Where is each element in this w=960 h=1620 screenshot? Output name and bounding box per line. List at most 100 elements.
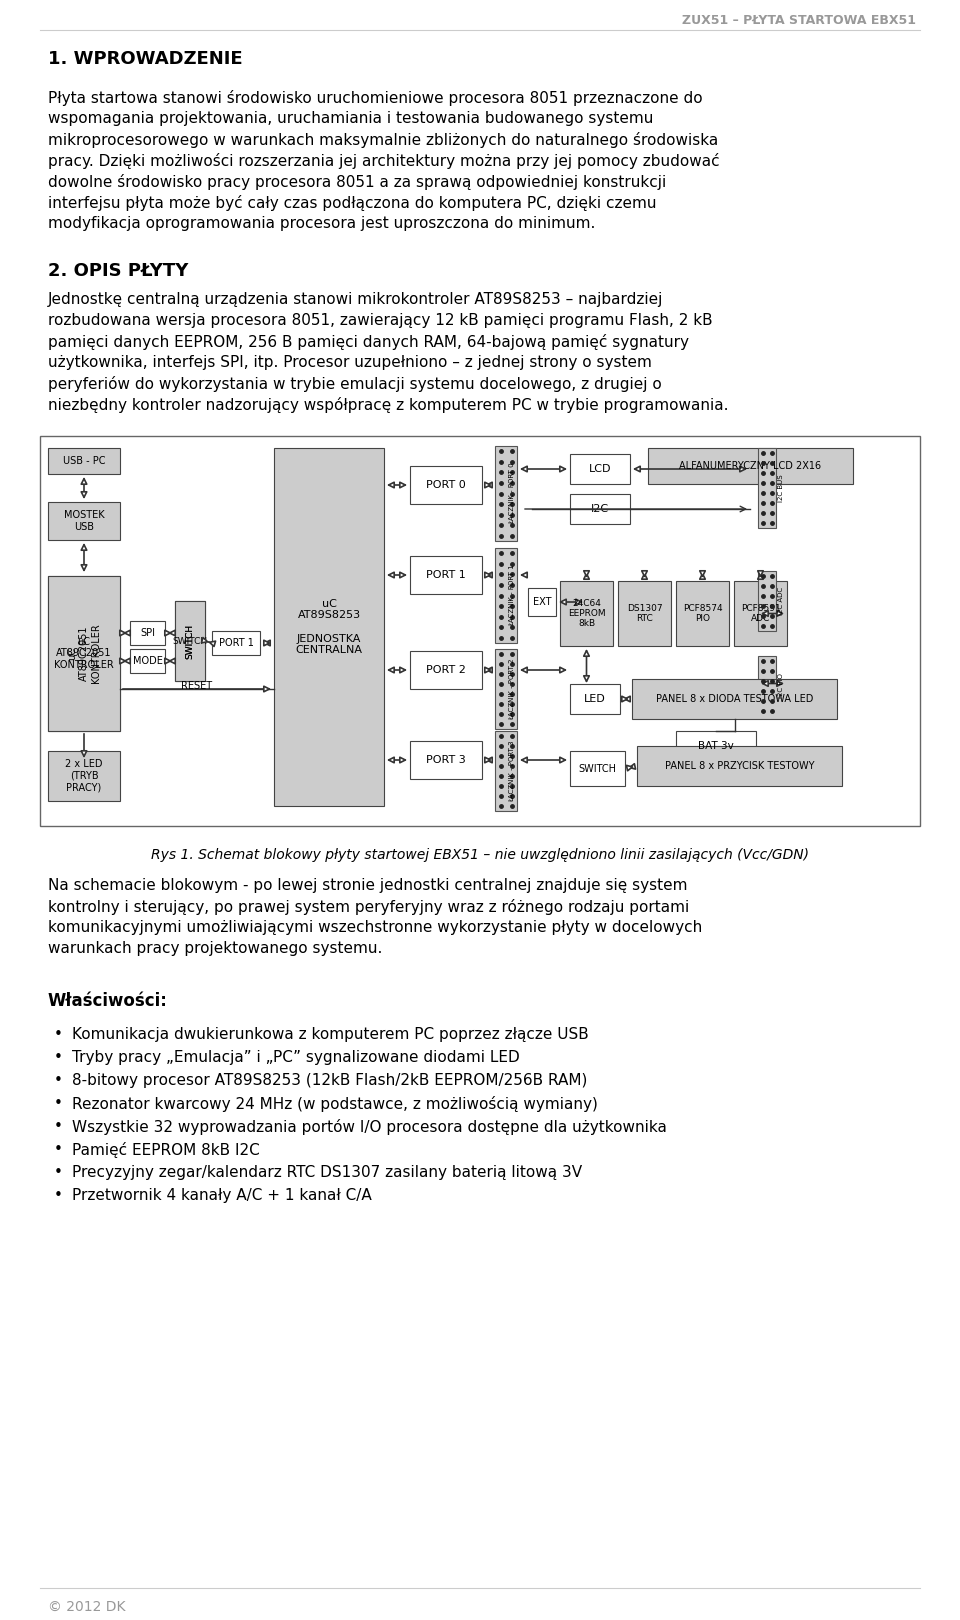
Bar bbox=[570, 494, 630, 523]
Text: warunkach pracy projektowanego systemu.: warunkach pracy projektowanego systemu. bbox=[48, 941, 382, 956]
Bar bbox=[637, 745, 842, 786]
Text: Tryby pracy „Emulacja” i „PC” sygnalizowane diodami LED: Tryby pracy „Emulacja” i „PC” sygnalizow… bbox=[72, 1050, 519, 1064]
Text: ZUX51 – PŁYTA STARTOWA EBX51: ZUX51 – PŁYTA STARTOWA EBX51 bbox=[682, 15, 916, 28]
Text: LED: LED bbox=[584, 693, 606, 705]
Text: PORT 1: PORT 1 bbox=[219, 638, 253, 648]
Text: wspomagania projektowania, uruchamiania i testowania budowanego systemu: wspomagania projektowania, uruchamiania … bbox=[48, 112, 654, 126]
Text: Komunikacja dwukierunkowa z komputerem PC poprzez złącze USB: Komunikacja dwukierunkowa z komputerem P… bbox=[72, 1027, 588, 1042]
Text: modyfikacja oprogramowania procesora jest uproszczona do minimum.: modyfikacja oprogramowania procesora jes… bbox=[48, 215, 595, 232]
Text: uC
AT89S8253

JEDNOSTKA
CENTRALNA: uC AT89S8253 JEDNOSTKA CENTRALNA bbox=[296, 599, 363, 654]
Text: uC
AT89C2051
KONTROLER: uC AT89C2051 KONTROLER bbox=[67, 624, 101, 684]
Text: użytkownika, interfejs SPI, itp. Procesor uzupełniono – z jednej strony o system: użytkownika, interfejs SPI, itp. Proceso… bbox=[48, 355, 652, 369]
Text: ŁACZNIK - PORT 2: ŁACZNIK - PORT 2 bbox=[509, 658, 515, 719]
Text: •: • bbox=[54, 1142, 62, 1157]
Text: I2C: I2C bbox=[591, 504, 609, 514]
Text: Przetwornik 4 kanały A/C + 1 kanał C/A: Przetwornik 4 kanały A/C + 1 kanał C/A bbox=[72, 1187, 372, 1204]
Bar bbox=[495, 446, 517, 541]
Text: •: • bbox=[54, 1097, 62, 1111]
Text: •: • bbox=[54, 1165, 62, 1179]
Bar bbox=[570, 752, 625, 786]
Text: Rezonator kwarcowy 24 MHz (w podstawce, z możliwością wymiany): Rezonator kwarcowy 24 MHz (w podstawce, … bbox=[72, 1097, 598, 1111]
Text: PCF8591
ADC: PCF8591 ADC bbox=[740, 604, 780, 624]
Bar bbox=[48, 752, 120, 800]
Text: EXT: EXT bbox=[533, 598, 551, 608]
Bar bbox=[676, 731, 756, 761]
Bar bbox=[648, 449, 853, 484]
Text: LCD: LCD bbox=[588, 463, 612, 475]
Text: Pamięć EEPROM 8kB I2C: Pamięć EEPROM 8kB I2C bbox=[72, 1142, 260, 1158]
Text: 2 x LED
(TRYB
PRACY): 2 x LED (TRYB PRACY) bbox=[65, 760, 103, 792]
Text: PANEL 8 x DIODA TESTOWA LED: PANEL 8 x DIODA TESTOWA LED bbox=[656, 693, 813, 705]
Text: Właściwości:: Właściwości: bbox=[48, 991, 168, 1009]
Bar bbox=[734, 582, 787, 646]
Bar bbox=[410, 651, 482, 688]
Text: SWITCH: SWITCH bbox=[173, 637, 207, 645]
Text: Precyzyjny zegar/kalendarz RTC DS1307 zasilany baterią litową 3V: Precyzyjny zegar/kalendarz RTC DS1307 za… bbox=[72, 1165, 582, 1179]
Text: peryferiów do wykorzystania w trybie emulacji systemu docelowego, z drugiej o: peryferiów do wykorzystania w trybie emu… bbox=[48, 376, 661, 392]
Text: dowolne środowisko pracy procesora 8051 a za sprawą odpowiedniej konstrukcji: dowolne środowisko pracy procesora 8051 … bbox=[48, 173, 666, 190]
Bar bbox=[130, 620, 165, 645]
Text: •: • bbox=[54, 1119, 62, 1134]
Text: pamięci danych EEPROM, 256 B pamięci danych RAM, 64-bajową pamięć sygnatury: pamięci danych EEPROM, 256 B pamięci dan… bbox=[48, 334, 689, 350]
Bar bbox=[676, 582, 729, 646]
Text: rozbudowana wersja procesora 8051, zawierający 12 kB pamięci programu Flash, 2 k: rozbudowana wersja procesora 8051, zawie… bbox=[48, 313, 712, 327]
Bar bbox=[495, 548, 517, 643]
Text: I2C PIO: I2C PIO bbox=[778, 674, 784, 698]
Text: PORT 0: PORT 0 bbox=[426, 480, 466, 489]
Text: ŁACZNIK - PORT 3: ŁACZNIK - PORT 3 bbox=[509, 740, 515, 802]
Bar bbox=[410, 556, 482, 595]
Text: BAT 3v: BAT 3v bbox=[698, 740, 733, 752]
Text: •: • bbox=[54, 1187, 62, 1204]
Text: 2. OPIS PŁYTY: 2. OPIS PŁYTY bbox=[48, 262, 188, 280]
Text: interfejsu płyta może być cały czas podłączona do komputera PC, dzięki czemu: interfejsu płyta może być cały czas podł… bbox=[48, 194, 657, 211]
Text: 24C64
EEPROM
8kB: 24C64 EEPROM 8kB bbox=[567, 599, 606, 629]
Bar bbox=[410, 467, 482, 504]
Text: © 2012 DK: © 2012 DK bbox=[48, 1601, 126, 1614]
Bar bbox=[48, 577, 120, 731]
Text: I2C ADC: I2C ADC bbox=[778, 586, 784, 616]
Bar bbox=[274, 449, 384, 807]
Text: DS1307
RTC: DS1307 RTC bbox=[627, 604, 662, 624]
Text: mikroprocesorowego w warunkach maksymalnie zbliżonych do naturalnego środowiska: mikroprocesorowego w warunkach maksymaln… bbox=[48, 131, 718, 147]
Text: PORT 2: PORT 2 bbox=[426, 664, 466, 676]
Text: MODE: MODE bbox=[132, 656, 162, 666]
Bar bbox=[758, 449, 776, 528]
Bar bbox=[528, 588, 556, 616]
Text: SWITCH: SWITCH bbox=[185, 624, 195, 659]
Bar bbox=[410, 740, 482, 779]
Text: SWITCH: SWITCH bbox=[185, 624, 195, 659]
Bar bbox=[175, 601, 205, 680]
Text: ŁACZNIK - PORT 1: ŁACZNIK - PORT 1 bbox=[509, 565, 515, 627]
Text: I2C BUS: I2C BUS bbox=[778, 475, 784, 502]
Text: PORT 3: PORT 3 bbox=[426, 755, 466, 765]
Bar bbox=[570, 454, 630, 484]
Bar bbox=[212, 632, 260, 654]
Text: 1. WPROWADZENIE: 1. WPROWADZENIE bbox=[48, 50, 243, 68]
Text: PORT 1: PORT 1 bbox=[426, 570, 466, 580]
Text: 8-bitowy procesor AT89S8253 (12kB Flash/2kB EEPROM/256B RAM): 8-bitowy procesor AT89S8253 (12kB Flash/… bbox=[72, 1072, 588, 1089]
Text: kontrolny i sterujący, po prawej system peryferyjny wraz z różnego rodzaju porta: kontrolny i sterujący, po prawej system … bbox=[48, 899, 689, 915]
Text: •: • bbox=[54, 1072, 62, 1089]
Text: PANEL 8 x PRZYCISK TESTOWY: PANEL 8 x PRZYCISK TESTOWY bbox=[664, 761, 814, 771]
Text: PCF8574
PIO: PCF8574 PIO bbox=[683, 604, 722, 624]
Text: USB - PC: USB - PC bbox=[62, 455, 106, 467]
Bar bbox=[48, 449, 120, 475]
Text: Na schemacie blokowym - po lewej stronie jednostki centralnej znajduje się syste: Na schemacie blokowym - po lewej stronie… bbox=[48, 878, 687, 893]
Bar bbox=[495, 731, 517, 812]
Bar bbox=[175, 601, 205, 680]
Text: pracy. Dzięki możliwości rozszerzania jej architektury można przy jej pomocy zbu: pracy. Dzięki możliwości rozszerzania je… bbox=[48, 152, 720, 168]
Bar bbox=[495, 650, 517, 729]
Bar bbox=[632, 679, 837, 719]
Bar bbox=[618, 582, 671, 646]
Text: Wszystkie 32 wyprowadzania portów I/O procesora dostępne dla użytkownika: Wszystkie 32 wyprowadzania portów I/O pr… bbox=[72, 1119, 667, 1136]
Bar bbox=[48, 502, 120, 539]
Text: ALFANUMERYCZNY LCD 2X16: ALFANUMERYCZNY LCD 2X16 bbox=[680, 462, 822, 471]
Bar bbox=[48, 577, 120, 731]
Text: ŁACZNIK - PORT 0: ŁACZNIK - PORT 0 bbox=[509, 463, 515, 525]
Text: Rys 1. Schemat blokowy płyty startowej EBX51 – nie uwzględniono linii zasilający: Rys 1. Schemat blokowy płyty startowej E… bbox=[151, 847, 809, 862]
Bar bbox=[758, 656, 776, 716]
Text: •: • bbox=[54, 1050, 62, 1064]
Text: SPI: SPI bbox=[140, 629, 155, 638]
Bar bbox=[570, 684, 620, 714]
Text: MOSTEK
USB: MOSTEK USB bbox=[63, 510, 105, 531]
